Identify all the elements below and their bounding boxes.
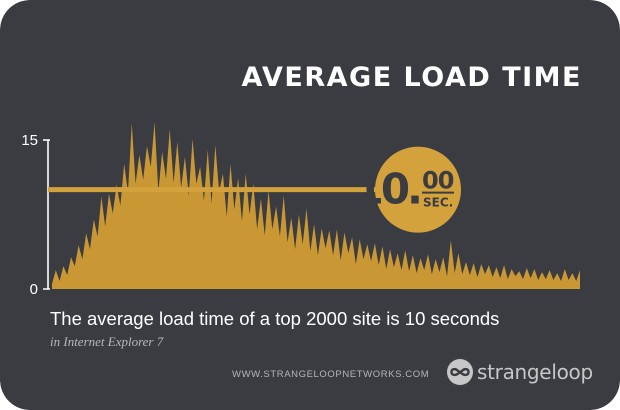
chart-caption: The average load time of a top 2000 site… <box>50 308 500 329</box>
footer-url[interactable]: WWW.STRANGELOOPNETWORKS.COM <box>232 369 430 380</box>
badge-value-decimal: 00 <box>422 167 454 195</box>
area-series <box>52 122 580 290</box>
average-badge <box>375 146 461 233</box>
chart-title: AVERAGE LOAD TIME <box>241 62 582 93</box>
area-layer <box>52 122 580 290</box>
brand-logo[interactable]: strangeloop <box>446 358 593 386</box>
chart-subcaption: in Internet Explorer 7 <box>50 334 164 349</box>
badge-unit: SEC. <box>423 196 453 210</box>
badge-value-integer: 10. <box>355 165 420 214</box>
y-axis: 0 15 <box>21 132 50 298</box>
y-tick-label: 0 <box>30 281 38 298</box>
y-tick-label: 15 <box>21 132 38 149</box>
brand-name: strangeloop <box>477 360 593 384</box>
infinity-loop-icon <box>447 359 473 385</box>
